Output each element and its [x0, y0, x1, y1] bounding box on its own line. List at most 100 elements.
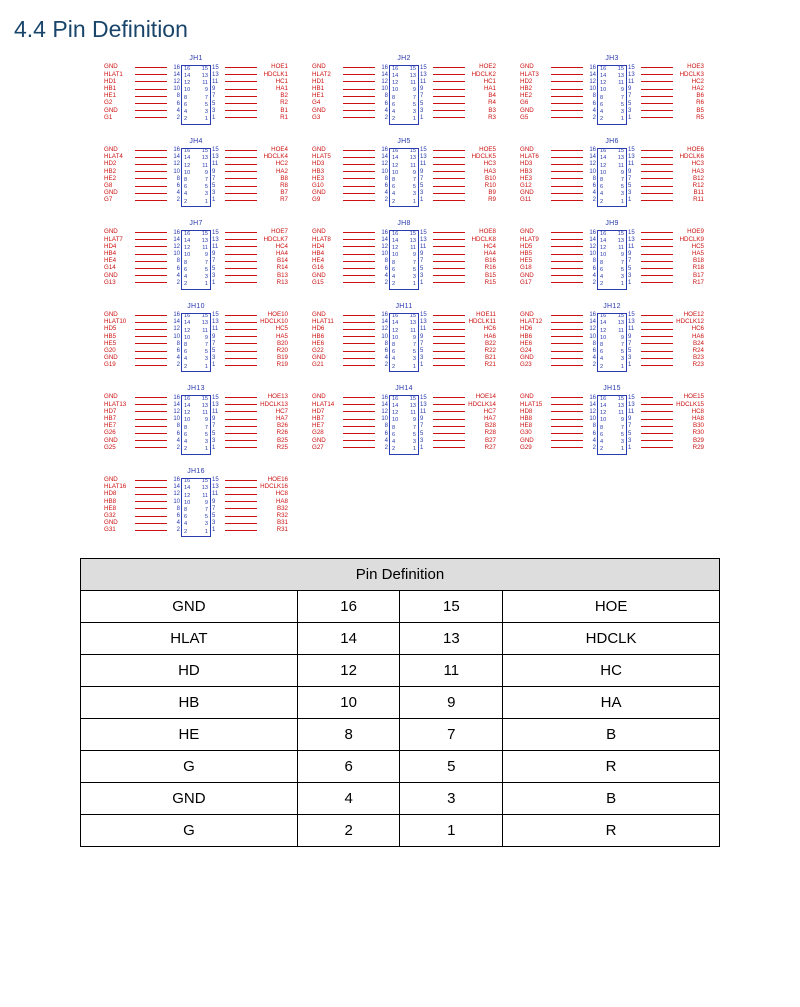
connector-JH13: JH13GND16HLAT1314HD712HB710HE78G266GND4G…: [104, 385, 288, 456]
pin-number: 14: [168, 72, 181, 78]
pin-number: 7: [419, 176, 432, 182]
pin-number: 12: [376, 326, 389, 332]
pin-number: 11: [627, 79, 640, 85]
pin-number: 1: [627, 115, 640, 121]
pin-number: 14: [584, 72, 597, 78]
connector-title: JH1: [104, 55, 288, 62]
connector-JH15: JH15GND16HLAT1514HD812HB810HE88G306GND4G…: [520, 385, 704, 456]
table-cell: 12: [297, 655, 400, 687]
signal-label: G25: [104, 445, 134, 451]
signal-label: HB6: [520, 334, 550, 340]
signal-label: HD5: [104, 326, 134, 332]
pin-number: 8: [168, 93, 181, 99]
pin-number: 4: [168, 438, 181, 444]
signal-label: HA3: [466, 169, 496, 175]
pin-number: 10: [168, 251, 181, 257]
chip-body: 16141210864215131197531: [181, 313, 211, 373]
pin-number: 15: [211, 230, 224, 236]
table-row: HE87B: [81, 719, 720, 751]
pin-number: 1: [211, 362, 224, 368]
pin-number: 6: [376, 101, 389, 107]
pin-number: 2: [584, 115, 597, 121]
pin-number: 16: [584, 65, 597, 71]
connector-title: JH13: [104, 385, 288, 392]
pin-number: 13: [211, 319, 224, 325]
pin-number: 2: [168, 362, 181, 368]
signal-label: G21: [312, 362, 342, 368]
pin-number: 2: [584, 362, 597, 368]
signal-label: R13: [258, 280, 288, 286]
table-cell: R: [503, 815, 720, 847]
pin-number: 10: [168, 416, 181, 422]
pin-number: 6: [584, 183, 597, 189]
pin-number: 16: [168, 395, 181, 401]
pin-number: 1: [627, 197, 640, 203]
pin-number: 4: [376, 273, 389, 279]
signal-label: R17: [674, 280, 704, 286]
pin-number: 16: [376, 230, 389, 236]
signal-label: G19: [104, 362, 134, 368]
table-cell: HA: [503, 687, 720, 719]
pin-number: 11: [211, 491, 224, 497]
pin-number: 15: [419, 230, 432, 236]
pin-number: 3: [419, 190, 432, 196]
pin-number: 7: [627, 258, 640, 264]
signal-label: HA8: [258, 499, 288, 505]
connector-title: JH2: [312, 55, 496, 62]
pin-number: 10: [584, 169, 597, 175]
pin-number: 14: [168, 402, 181, 408]
connector-title: JH9: [520, 220, 704, 227]
connector-grid: JH1GND16HLAT114HD112HB110HE18G26GND4G121…: [104, 55, 704, 538]
pin-number: 9: [419, 251, 432, 257]
pin-number: 13: [211, 154, 224, 160]
pin-number: 2: [584, 197, 597, 203]
signal-label: G23: [520, 362, 550, 368]
signal-label: HDCLK8: [466, 237, 496, 243]
signal-label: HC3: [466, 161, 496, 167]
signal-label: HDCLK15: [674, 402, 704, 408]
signal-label: GND: [104, 108, 134, 114]
pin-number: 5: [627, 101, 640, 107]
signal-label: HE8: [104, 506, 134, 512]
signal-label: G11: [520, 197, 550, 203]
connector-JH8: JH8GND16HLAT814HD412HB410HE48G166GND4G15…: [312, 220, 496, 291]
pin-number: 16: [584, 230, 597, 236]
pin-number: 1: [211, 527, 224, 533]
signal-label: HDCLK1: [258, 72, 288, 78]
pin-number: 8: [168, 506, 181, 512]
pin-number: 1: [419, 115, 432, 121]
signal-label: HLAT7: [104, 237, 134, 243]
connector-title: JH15: [520, 385, 704, 392]
table-cell: HB: [81, 687, 298, 719]
pin-number: 12: [376, 244, 389, 250]
pin-number: 6: [584, 348, 597, 354]
pin-number: 10: [376, 334, 389, 340]
pin-number: 3: [627, 190, 640, 196]
chip-body: 16141210864215131197531: [181, 65, 211, 125]
pin-number: 11: [627, 244, 640, 250]
connector-title: JH11: [312, 303, 496, 310]
signal-label: R3: [466, 115, 496, 121]
pin-number: 4: [168, 273, 181, 279]
pin-number: 9: [211, 86, 224, 92]
pin-number: 8: [584, 93, 597, 99]
signal-label: HLAT3: [520, 72, 550, 78]
pin-number: 4: [584, 438, 597, 444]
pin-number: 12: [376, 409, 389, 415]
chip-body: 16141210864215131197531: [181, 148, 211, 208]
chip-body: 16141210864215131197531: [597, 230, 627, 290]
pin-number: 4: [376, 108, 389, 114]
pin-number: 8: [584, 176, 597, 182]
signal-label: HDCLK7: [258, 237, 288, 243]
signal-label: R27: [466, 445, 496, 451]
signal-label: R18: [674, 265, 704, 271]
pin-number: 5: [419, 266, 432, 272]
pin-number: 1: [419, 280, 432, 286]
signal-label: HA2: [258, 169, 288, 175]
pin-number: 10: [168, 334, 181, 340]
signal-label: GND: [312, 438, 342, 444]
pin-number: 3: [211, 190, 224, 196]
pin-number: 2: [168, 115, 181, 121]
signal-label: GND: [104, 394, 134, 400]
chip-body: 16141210864215131197531: [389, 148, 419, 208]
